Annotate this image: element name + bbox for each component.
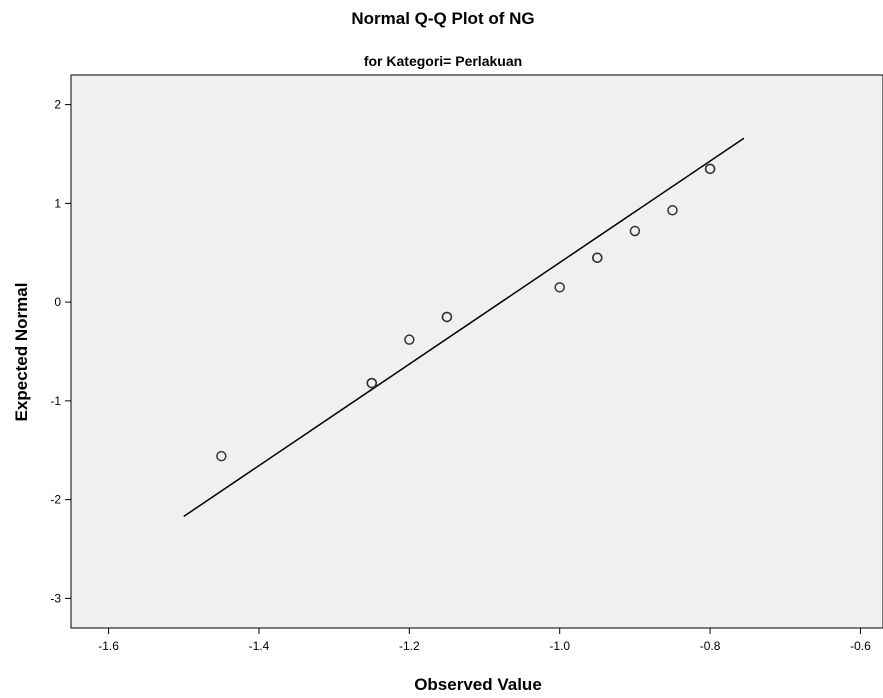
- data-point: [704, 163, 716, 175]
- reference-line-group: [183, 137, 745, 518]
- x-tick-label: -0.6: [850, 639, 871, 653]
- data-point: [441, 311, 453, 323]
- y-tick-label: 2: [54, 98, 61, 112]
- data-points: [216, 163, 716, 462]
- x-tick-label: -1.2: [399, 639, 420, 653]
- y-tick-label: -2: [50, 493, 61, 507]
- y-axis: 2 1 0 -1 -2 -3: [50, 98, 71, 605]
- y-tick-label: 1: [54, 196, 61, 210]
- data-point: [366, 377, 377, 389]
- chart-subtitle: for Kategori= Perlakuan: [364, 53, 522, 69]
- y-tick-label: 0: [54, 295, 61, 309]
- data-point: [629, 225, 641, 237]
- x-tick-label: -1.6: [98, 639, 119, 653]
- x-tick-label: -0.8: [700, 639, 721, 653]
- reference-line: [183, 137, 745, 518]
- data-point: [554, 282, 565, 293]
- data-point: [667, 205, 678, 216]
- plot-area: [70, 74, 883, 629]
- x-axis: -1.6 -1.4 -1.2 -1.0 -0.8 -0.6: [98, 628, 871, 653]
- x-tick-label: -1.4: [249, 639, 270, 653]
- data-point: [404, 334, 415, 345]
- y-axis-label: Expected Normal: [12, 283, 31, 422]
- x-axis-label: Observed Value: [414, 675, 542, 694]
- chart-title: Normal Q-Q Plot of NG: [351, 9, 534, 28]
- y-tick-label: -3: [50, 591, 61, 605]
- data-point: [592, 252, 603, 263]
- x-tick-label: -1.0: [549, 639, 570, 653]
- data-point: [216, 450, 227, 462]
- y-tick-label: -1: [50, 394, 61, 408]
